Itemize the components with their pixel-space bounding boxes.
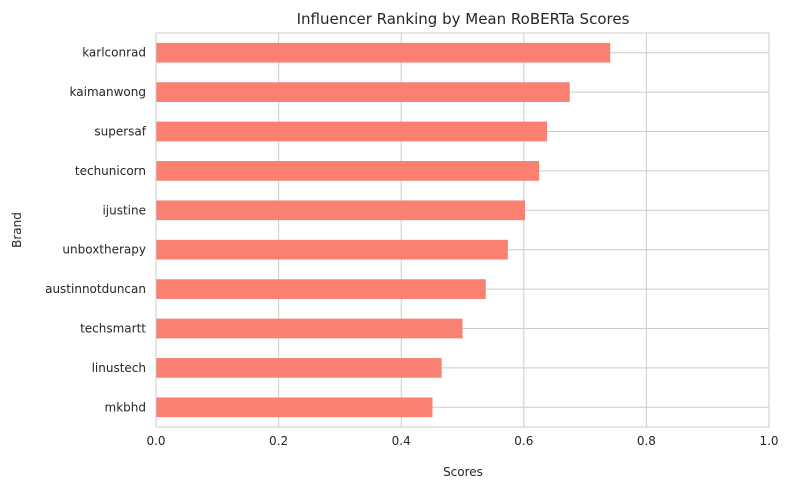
plot-frame	[155, 32, 770, 428]
y-tick-label: mkbhd	[105, 400, 146, 414]
x-tick-label: 0.6	[514, 434, 533, 448]
x-tick-label: 0.2	[269, 434, 288, 448]
chart-title: Influencer Ranking by Mean RoBERTa Score…	[297, 10, 630, 28]
bar-linustech	[156, 358, 442, 378]
x-tick-label: 0.8	[637, 434, 656, 448]
y-tick-label: supersaf	[94, 125, 146, 139]
x-tick-labels: 0.0 0.2 0.4 0.6 0.8 1.0	[146, 434, 778, 448]
y-tick-labels: karlconrad kaimanwong supersaf techunicorn i…	[45, 46, 147, 415]
x-tick-label: 0.0	[146, 434, 165, 448]
y-tick-label: karlconrad	[82, 46, 146, 60]
y-tick-label: unboxtherapy	[62, 243, 146, 257]
bar-austinnotduncan	[156, 279, 486, 299]
x-tick-label: 0.4	[392, 434, 411, 448]
bar-techsmartt	[156, 318, 463, 339]
x-tick-label: 1.0	[759, 434, 778, 448]
y-tick-label: austinnotduncan	[45, 282, 146, 296]
bars	[156, 42, 611, 418]
y-tick-label: kaimanwong	[70, 85, 146, 99]
y-tick-label: ijustine	[102, 203, 146, 217]
y-axis-label: Brand	[10, 212, 24, 248]
bar-mkbhd	[156, 397, 433, 418]
bar-kaimanwong	[156, 82, 570, 102]
bar-ijustine	[156, 200, 526, 221]
bar-karlconrad	[156, 42, 611, 63]
x-axis-label: Scores	[443, 465, 483, 479]
y-tick-label: techunicorn	[75, 164, 146, 178]
bar-techunicorn	[156, 161, 540, 181]
y-tick-label: techsmartt	[80, 322, 146, 336]
bar-supersaf	[156, 121, 548, 142]
bar-unboxtherapy	[156, 239, 508, 260]
y-tick-label: linustech	[92, 361, 146, 375]
